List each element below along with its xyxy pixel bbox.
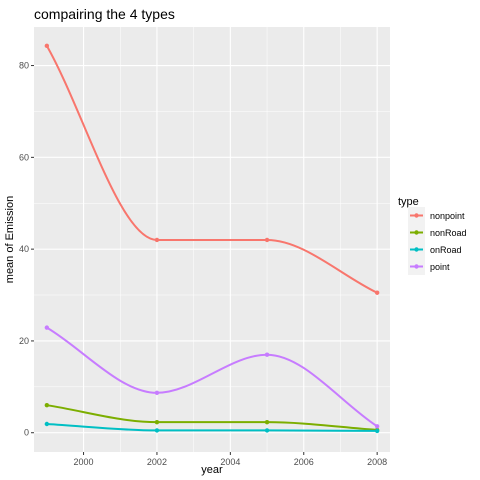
data-point-nonpoint	[155, 238, 159, 242]
data-point-onRoad	[265, 428, 269, 432]
legend-key-point	[414, 264, 418, 268]
legend: type nonpoint nonRoad onRoad point	[398, 196, 467, 275]
data-point-nonpoint	[265, 238, 269, 242]
data-point-point	[265, 352, 269, 356]
x-tick-label: 2002	[147, 457, 167, 467]
legend-key-point	[414, 247, 418, 251]
y-axis-ticks: 0 20 40 60 80	[19, 61, 34, 438]
data-point-nonpoint	[45, 44, 49, 48]
y-tick-label: 40	[19, 244, 29, 254]
legend-label-onRoad: onRoad	[430, 245, 462, 255]
x-tick-label: 2000	[74, 457, 94, 467]
data-point-point	[375, 424, 379, 428]
data-point-nonRoad	[155, 420, 159, 424]
x-tick-label: 2004	[220, 457, 240, 467]
y-tick-label: 80	[19, 61, 29, 71]
data-point-point	[155, 391, 159, 395]
x-axis-title: year	[201, 464, 223, 476]
x-tick-label: 2008	[367, 457, 387, 467]
data-point-onRoad	[45, 422, 49, 426]
data-point-nonRoad	[265, 420, 269, 424]
legend-label-nonRoad: nonRoad	[430, 228, 467, 238]
legend-title: type	[398, 196, 419, 208]
data-point-onRoad	[375, 429, 379, 433]
chart-title: compairing the 4 types	[34, 6, 175, 22]
y-tick-label: 60	[19, 152, 29, 162]
legend-key-point	[414, 230, 418, 234]
data-point-onRoad	[155, 428, 159, 432]
data-point-nonpoint	[375, 291, 379, 295]
data-point-nonRoad	[45, 403, 49, 407]
legend-label-point: point	[430, 262, 450, 272]
y-tick-label: 0	[24, 428, 29, 438]
legend-key-point	[414, 213, 418, 217]
legend-label-nonpoint: nonpoint	[430, 211, 465, 221]
y-axis-title: mean of Emission	[4, 196, 16, 283]
data-point-point	[45, 325, 49, 329]
x-axis-ticks: 2000 2002 2004 2006 2008	[74, 452, 388, 467]
x-tick-label: 2006	[294, 457, 314, 467]
y-tick-label: 20	[19, 336, 29, 346]
